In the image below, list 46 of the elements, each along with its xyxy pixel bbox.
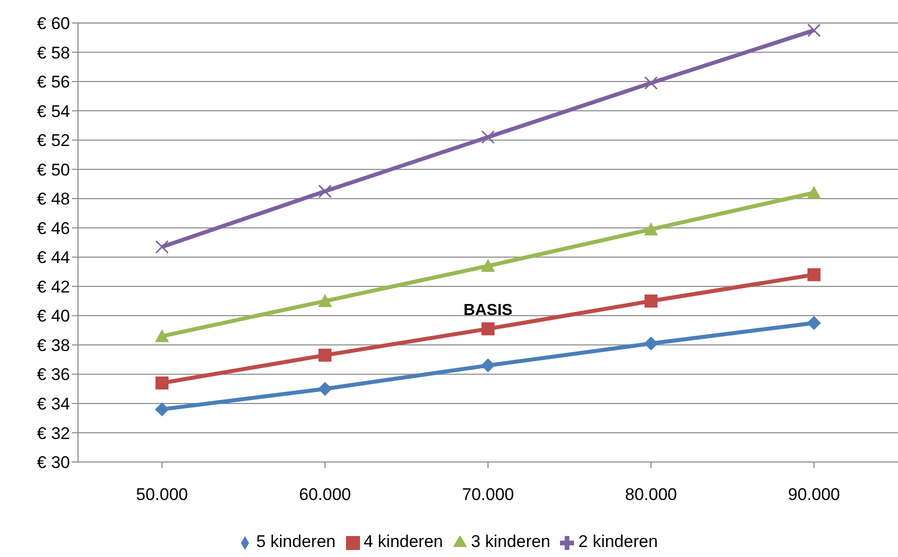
point — [155, 240, 169, 254]
y-tick-label: € 50 — [36, 160, 70, 180]
x-tick-label: 90.000 — [788, 485, 840, 504]
annotation: BASIS — [464, 302, 513, 319]
point — [807, 316, 821, 330]
point — [155, 402, 169, 416]
y-tick-label: € 40 — [36, 306, 70, 326]
legend-label: 2 kinderen — [578, 532, 658, 551]
y-tick-label: € 46 — [36, 218, 70, 238]
y-tick-label: € 42 — [36, 277, 70, 296]
point — [644, 222, 658, 236]
legend-label: 4 kinderen — [364, 532, 443, 551]
y-tick-label: € 56 — [36, 72, 70, 92]
point — [482, 322, 494, 336]
x-tick-label: 70.000 — [462, 485, 514, 504]
point — [481, 130, 495, 144]
y-tick-label: € 36 — [36, 365, 70, 384]
y-tick-label: € 34 — [36, 394, 70, 414]
point — [808, 268, 820, 282]
point — [807, 24, 821, 38]
point — [644, 336, 658, 350]
point — [807, 186, 821, 199]
y-tick-label: € 52 — [36, 131, 70, 150]
y-tick-label: € 58 — [36, 43, 70, 62]
point — [481, 258, 495, 272]
point — [318, 382, 332, 396]
legend-label: 3 kinderen — [471, 532, 550, 551]
point — [481, 358, 495, 372]
point — [318, 184, 332, 198]
point — [156, 376, 168, 390]
x-tick-label: 50.000 — [136, 485, 188, 504]
y-tick-label: € 44 — [36, 248, 70, 268]
point — [318, 294, 332, 308]
y-tick-label: € 60 — [36, 14, 70, 34]
point — [644, 76, 658, 90]
point — [644, 294, 658, 308]
y-tick-label: € 48 — [36, 190, 70, 209]
legend-label: 5 kinderen — [256, 532, 336, 551]
y-tick-label: € 32 — [36, 424, 70, 443]
x-tick-label: 60.000 — [299, 485, 351, 504]
y-tick-label: € 38 — [36, 336, 70, 355]
y-tick-label: € 54 — [36, 102, 70, 121]
point — [155, 329, 169, 342]
point — [318, 348, 332, 362]
y-tick-label: € 30 — [36, 453, 70, 472]
x-tick-label: 80.000 — [625, 485, 677, 504]
